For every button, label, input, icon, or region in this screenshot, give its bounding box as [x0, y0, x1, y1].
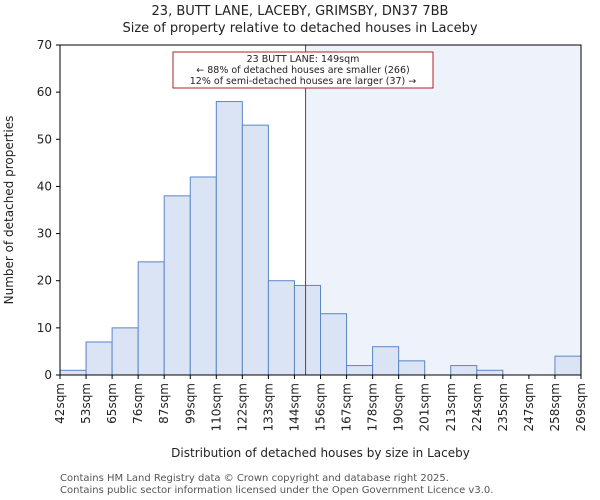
bar	[554, 355, 582, 376]
bar	[293, 284, 322, 376]
y-tick-label: 40	[37, 179, 52, 193]
annotation-text: ← 88% of detached houses are smaller (26…	[196, 65, 409, 76]
bar	[476, 369, 504, 376]
x-tick-label: 122sqm	[235, 383, 249, 431]
larger-region-shade	[305, 45, 581, 375]
x-tick-label: 190sqm	[392, 383, 406, 431]
chart-title: Size of property relative to detached ho…	[122, 21, 478, 36]
bar	[398, 360, 426, 376]
x-tick-label: 178sqm	[366, 383, 380, 431]
bar	[215, 101, 243, 376]
x-tick-label: 65sqm	[105, 383, 119, 424]
bar	[85, 341, 113, 376]
x-tick-label: 110sqm	[209, 383, 223, 431]
x-axis-label: Distribution of detached houses by size …	[171, 446, 470, 460]
footer-licence: Contains public sector information licen…	[60, 485, 494, 496]
bar	[189, 176, 217, 376]
x-tick-label: 224sqm	[470, 383, 484, 431]
x-tick-label: 235sqm	[496, 383, 510, 431]
bar	[346, 365, 374, 376]
x-tick-label: 156sqm	[314, 383, 328, 431]
y-tick-label: 10	[37, 321, 52, 335]
chart-title-address: 23, BUTT LANE, LACEBY, GRIMSBY, DN37 7BB	[151, 4, 449, 19]
x-tick-label: 99sqm	[183, 383, 197, 424]
annotation-text: 23 BUTT LANE: 149sqm	[247, 54, 360, 65]
x-tick-label: 258sqm	[548, 383, 562, 431]
x-tick-label: 133sqm	[261, 383, 275, 431]
x-tick-label: 213sqm	[444, 383, 458, 431]
bar	[372, 346, 400, 376]
x-tick-label: 87sqm	[157, 383, 171, 424]
bar	[137, 261, 165, 376]
bar	[450, 365, 478, 376]
x-tick-label: 144sqm	[287, 383, 301, 431]
y-tick-label: 50	[37, 132, 52, 146]
bar	[59, 369, 87, 376]
x-tick-label: 42sqm	[53, 383, 67, 424]
bar	[267, 280, 295, 376]
x-tick-label: 53sqm	[79, 383, 93, 424]
y-axis-label: Number of detached properties	[2, 116, 16, 305]
x-tick-label: 76sqm	[131, 383, 145, 424]
bar	[241, 124, 269, 376]
x-tick-label: 167sqm	[340, 383, 354, 431]
bar	[320, 313, 348, 376]
y-tick-label: 60	[37, 85, 52, 99]
x-tick-label: 247sqm	[522, 383, 536, 431]
bar	[111, 327, 139, 376]
annotation-text: 12% of semi-detached houses are larger (…	[190, 76, 417, 87]
bar	[163, 195, 191, 376]
y-tick-label: 30	[37, 227, 52, 241]
y-tick-label: 20	[37, 274, 52, 288]
annotation-box	[172, 51, 434, 89]
x-tick-label: 201sqm	[418, 383, 432, 431]
y-tick-label: 70	[37, 38, 52, 52]
y-tick-label: 0	[44, 368, 52, 382]
x-tick-label: 269sqm	[574, 383, 588, 431]
footer-copyright: Contains HM Land Registry data © Crown c…	[60, 473, 449, 484]
